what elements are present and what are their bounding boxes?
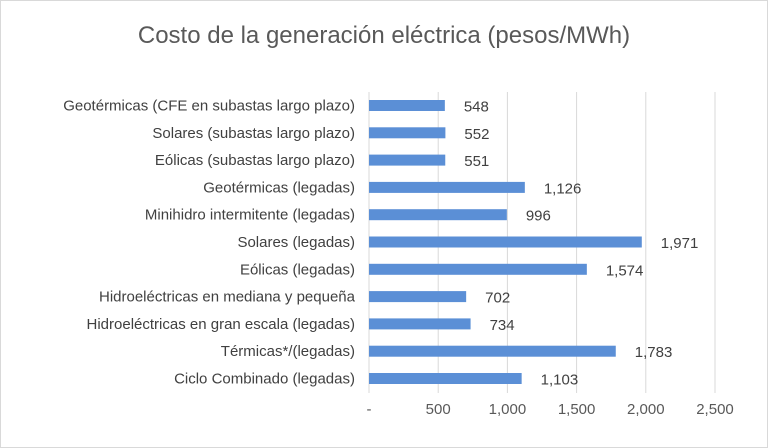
bar <box>369 345 616 357</box>
category-label: Geotérmicas (legadas) <box>203 179 355 196</box>
category-label: Térmicas*/(legadas) <box>221 343 355 360</box>
bar <box>369 154 446 166</box>
data-label: 1,971 <box>661 235 699 252</box>
bar <box>369 263 587 275</box>
x-tick-label: 2,500 <box>696 401 734 418</box>
category-label: Eólicas (subastas largo plazo) <box>155 152 355 169</box>
chart-title: Costo de la generación eléctrica (pesos/… <box>137 22 631 49</box>
bar <box>369 100 445 111</box>
category-label: Solares (legadas) <box>237 234 355 251</box>
bar <box>369 209 507 221</box>
data-label: 734 <box>490 317 515 334</box>
category-label: Geotérmicas (CFE en subastas largo plazo… <box>63 98 355 115</box>
x-tick-label: 2,000 <box>627 401 665 418</box>
bar <box>369 318 471 330</box>
data-label: 548 <box>464 99 489 116</box>
x-tick-label: 1,500 <box>558 401 596 418</box>
category-label: Ciclo Combinado (legadas) <box>174 371 355 388</box>
bar <box>369 291 467 303</box>
bar <box>369 373 522 384</box>
data-label: 1,574 <box>606 262 644 279</box>
bar <box>369 236 642 248</box>
category-label: Solares (subastas largo plazo) <box>152 125 355 142</box>
data-label: 1,103 <box>541 372 579 389</box>
category-label: Hidroeléctricas en mediana y pequeña <box>99 289 356 306</box>
x-tick-label: 500 <box>426 401 451 418</box>
category-label: Hidroeléctricas en gran escala (legadas) <box>87 316 355 333</box>
x-tick-label: 1,000 <box>489 401 527 418</box>
data-label: 1,126 <box>544 180 582 197</box>
category-label: Minihidro intermitente (legadas) <box>145 207 355 224</box>
data-label: 1,783 <box>635 344 673 361</box>
data-label: 702 <box>485 290 510 307</box>
data-label: 996 <box>526 208 551 225</box>
x-tick-label: - <box>367 401 372 418</box>
data-label: 552 <box>464 126 489 143</box>
bar <box>369 127 446 139</box>
bar <box>369 181 525 193</box>
category-label: Eólicas (legadas) <box>240 261 355 278</box>
data-label: 551 <box>464 153 489 170</box>
